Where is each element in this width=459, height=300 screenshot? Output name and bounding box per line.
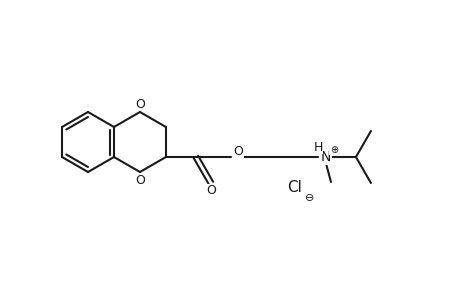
- Text: O: O: [135, 173, 145, 187]
- Text: O: O: [233, 145, 242, 158]
- Text: ⊖: ⊖: [305, 193, 314, 203]
- Text: O: O: [135, 98, 145, 110]
- Text: Cl: Cl: [287, 181, 302, 196]
- Text: N: N: [320, 150, 330, 164]
- Text: H: H: [313, 140, 322, 154]
- Text: O: O: [206, 184, 215, 197]
- Text: ⊕: ⊕: [329, 145, 337, 155]
